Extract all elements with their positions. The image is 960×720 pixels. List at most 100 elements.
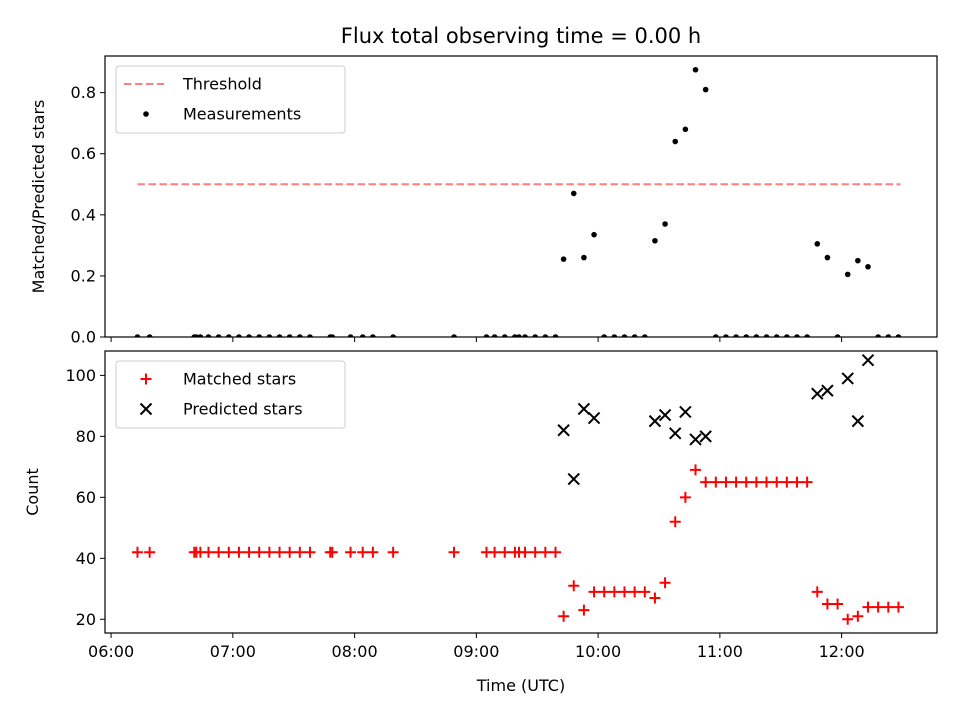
measurement-point: [641, 334, 648, 337]
matched-star-marker: [598, 586, 610, 598]
predicted-star-marker: [648, 414, 662, 428]
matched-star-marker: [253, 546, 265, 558]
matched-star-marker: [618, 586, 630, 598]
matched-star-marker: [357, 546, 369, 558]
y-tick-label: 0.8: [71, 83, 96, 102]
predicted-star-marker: [567, 472, 580, 486]
measurement-point: [591, 231, 597, 238]
measurement-point: [286, 334, 293, 337]
matched-star-marker: [639, 586, 651, 598]
measurement-point: [865, 263, 871, 270]
measurement-point: [733, 334, 739, 337]
matched-star-marker: [832, 598, 844, 610]
matched-star-marker: [761, 476, 773, 488]
measurement-point: [390, 334, 396, 337]
measurement-point: [834, 334, 841, 337]
matched-star-marker: [842, 613, 854, 625]
measurement-point: [682, 126, 689, 133]
measurement-point: [560, 256, 567, 262]
measurement-point: [552, 334, 559, 337]
measurement-point: [532, 334, 539, 337]
measurement-point: [307, 334, 313, 337]
legend-entry: Matched stars: [183, 370, 296, 389]
measurement-point: [702, 86, 709, 93]
y-tick-label: 0.0: [71, 328, 96, 347]
predicted-star-marker: [557, 424, 570, 437]
matched-star-marker: [529, 546, 541, 558]
matched-star-marker: [202, 546, 214, 558]
top-axes-frame: [104, 55, 938, 338]
y-tick-label: 60: [76, 488, 96, 507]
matched-star-marker: [740, 476, 752, 488]
predicted-star-marker: [577, 402, 591, 416]
measurement-point: [804, 334, 810, 337]
top-x-axis: [110, 337, 843, 342]
measurement-point: [713, 334, 719, 337]
measurement-point: [855, 257, 861, 264]
matched-star-marker: [144, 546, 156, 558]
matched-star-marker: [223, 546, 235, 558]
measurement-point: [359, 334, 366, 337]
bottom-y-axis-label: Count: [23, 468, 42, 516]
measurement-point: [875, 334, 881, 337]
measurement-point: [814, 241, 821, 247]
matched-star-marker: [669, 516, 681, 528]
matched-star-marker: [345, 546, 357, 558]
matched-star-marker: [750, 476, 762, 488]
measurement-point: [570, 190, 577, 197]
measurement-point: [652, 237, 658, 244]
x-tick-label: 12:00: [819, 642, 865, 661]
bottom-axes-frame: [104, 350, 938, 634]
matched-star-marker: [700, 476, 712, 488]
matched-star-marker: [539, 546, 551, 558]
top-y-axis-label: Matched/Predicted stars: [29, 100, 48, 294]
x-tick-label: 07:00: [210, 642, 256, 661]
matched-star-marker: [326, 546, 338, 558]
matched-star-marker: [263, 546, 275, 558]
matched-star-marker: [489, 546, 501, 558]
predicted-star-marker: [851, 414, 865, 428]
measurement-point: [672, 138, 679, 145]
measurement-point: [451, 334, 457, 337]
bottom-y-axis: 20 40 60 80 100: [65, 366, 105, 629]
matched-star-marker: [284, 546, 296, 558]
measurement-point: [522, 334, 528, 337]
y-tick-label: 0.4: [71, 205, 96, 224]
measurement-point: [197, 334, 204, 337]
predicted-star-marker: [587, 411, 601, 425]
measurement-point: [276, 334, 283, 337]
matched-star-marker: [294, 546, 306, 558]
matched-star-marker: [243, 546, 255, 558]
matched-star-marker: [781, 476, 793, 488]
matched-star-marker: [387, 546, 399, 558]
x-tick-label: 09:00: [453, 642, 499, 661]
predicted-star-marker: [669, 427, 682, 440]
matched-star-marker: [679, 491, 691, 503]
matched-star-marker: [274, 546, 286, 558]
predicted-star-marker: [861, 353, 875, 367]
x-tick-label: 06:00: [88, 642, 134, 661]
predicted-star-marker: [821, 384, 834, 397]
matched-star-marker: [629, 586, 641, 598]
bottom-axes: 20 40 60 80 100 06:00 07:00 08:00 09:00 10:00 11:…: [23, 350, 938, 695]
measurement-point: [895, 334, 902, 337]
measurement-point: [246, 334, 252, 337]
matched-star-marker: [649, 592, 661, 604]
measurement-point: [370, 334, 376, 337]
predicted-star-marker: [699, 430, 712, 443]
top-axes: 0.00.20.40.60.8 Matched/Predicted stars …: [29, 55, 938, 347]
y-tick-label: 0.2: [71, 266, 96, 285]
matched-star-marker: [233, 546, 245, 558]
predicted-star-marker: [679, 405, 692, 419]
predicted-star-marker: [841, 372, 854, 385]
y-tick-label: 0.6: [71, 144, 96, 163]
matched-star-marker: [558, 610, 570, 622]
matched-star-marker: [568, 580, 580, 592]
matched-star-marker: [367, 546, 379, 558]
measurement-point: [601, 334, 607, 337]
matched-star-marker: [519, 546, 531, 558]
matched-star-marker: [730, 476, 742, 488]
measurement-point: [611, 334, 618, 337]
measurement-point: [215, 334, 222, 337]
y-tick-label: 20: [76, 610, 96, 629]
